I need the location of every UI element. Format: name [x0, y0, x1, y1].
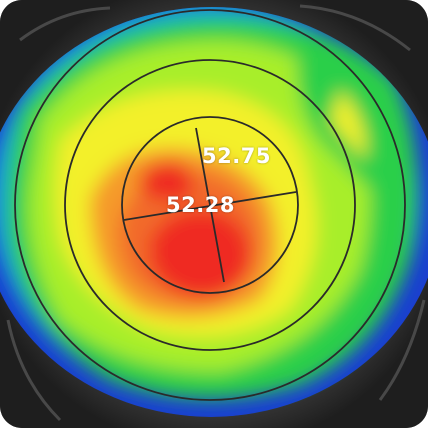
- meridian-steep: [195, 127, 225, 283]
- reference-grid: [14, 9, 406, 401]
- keratometry-value-steep: 52.75: [202, 144, 271, 168]
- outer-ring: [14, 9, 406, 401]
- eyelash-texture: [2, 4, 426, 422]
- keratometry-value-flat: 52.28: [166, 193, 235, 217]
- middle-ring: [64, 59, 356, 351]
- inner-ring: [121, 116, 299, 294]
- meridian-flat: [123, 191, 297, 221]
- color-contour-map: [0, 7, 428, 417]
